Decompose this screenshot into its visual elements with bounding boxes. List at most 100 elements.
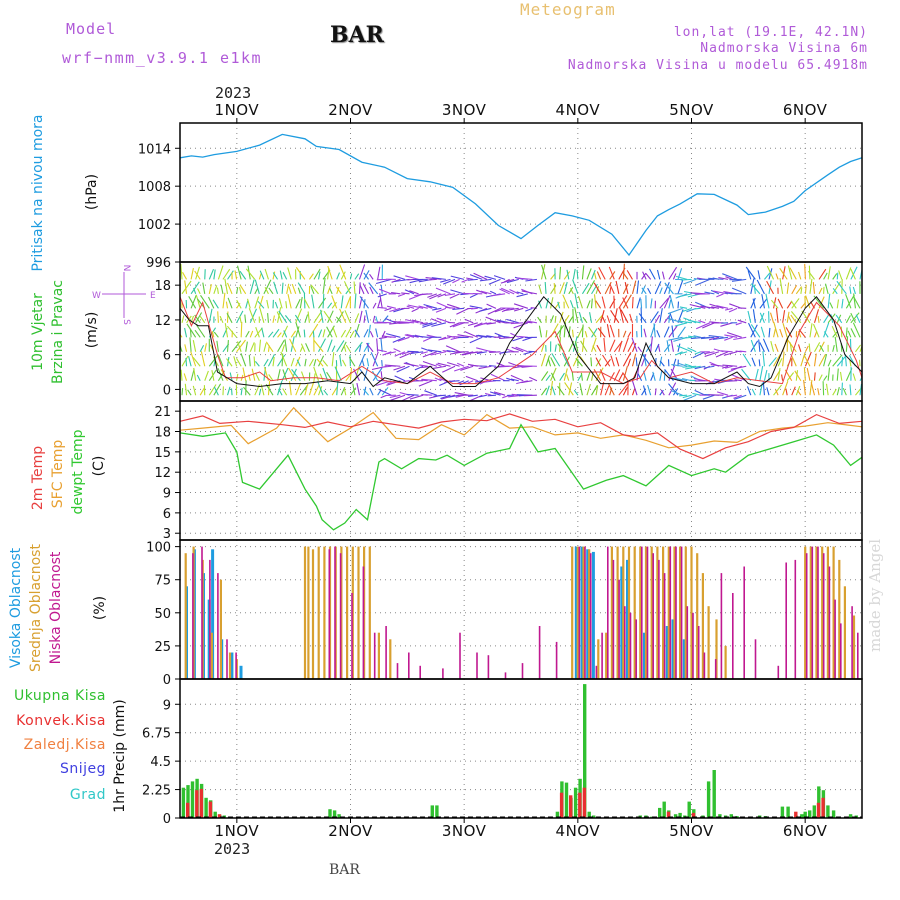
- wind-arrow: [734, 379, 742, 382]
- wind-arrows: [180, 263, 862, 401]
- wind-arrow: [642, 271, 647, 280]
- wind-arrow: [313, 268, 321, 280]
- cloud-bar-2: [601, 632, 603, 679]
- wind-arrow: [323, 389, 329, 396]
- wind-arrow: [845, 267, 852, 280]
- wind-arrow: [803, 354, 811, 367]
- wind-arrow: [669, 294, 674, 309]
- wind-arrow: [559, 282, 565, 295]
- wind-arrow: [187, 389, 192, 396]
- wind-arrow: [231, 340, 242, 353]
- cloud-bar-2: [794, 559, 797, 679]
- app-title: Meteogram: [520, 0, 616, 19]
- cloud-bar-1: [303, 546, 307, 679]
- wind-arrow: [354, 293, 357, 309]
- wind-arrow: [378, 336, 387, 340]
- wind-arrow: [773, 297, 777, 309]
- wind-arrow: [329, 288, 333, 295]
- wind-arrow: [363, 315, 366, 323]
- cloud-bar-1: [311, 549, 315, 679]
- y-tick-label: 996: [146, 256, 171, 271]
- cloud-bar-0: [626, 559, 629, 679]
- wind-arrow: [601, 296, 606, 309]
- wind-arrow: [480, 290, 492, 295]
- top-year-label: 2023: [215, 84, 252, 102]
- wind-arrow: [385, 318, 397, 324]
- wind-arrow: [410, 351, 424, 355]
- wind-arrow: [381, 360, 383, 367]
- wind-arrow: [365, 309, 370, 323]
- wind-arrow: [813, 309, 820, 323]
- cloud-bar-2: [669, 546, 672, 679]
- wind-arrow: [331, 345, 336, 352]
- wind-arrow: [823, 314, 830, 324]
- cloud-bar-0: [682, 639, 686, 679]
- wind-arrow: [610, 355, 615, 367]
- cloud-bar-2: [828, 566, 831, 679]
- cloud-bar-2: [328, 549, 331, 679]
- wind-arrow: [317, 381, 324, 396]
- wind-arrow: [431, 322, 447, 327]
- wind-arrow: [564, 382, 574, 396]
- wind-arrow: [295, 308, 303, 324]
- wind-arrow: [226, 340, 229, 352]
- cloud-bar-2: [703, 652, 706, 679]
- wind-arrow: [704, 291, 715, 295]
- wind-arrow: [574, 293, 579, 309]
- wind-arrow: [254, 296, 260, 309]
- wind-arrow: [392, 336, 406, 343]
- wind-arrow: [283, 330, 288, 338]
- wind-axis-title-2: Brzina i Pravac: [50, 280, 66, 384]
- wind-arrow: [243, 386, 251, 396]
- wind-arrow: [695, 278, 711, 286]
- wind-arrow: [779, 328, 784, 338]
- precip-bar-1: [186, 802, 190, 818]
- wind-arrow: [310, 285, 315, 295]
- wind-arrow: [824, 283, 829, 294]
- wind-arrow: [377, 293, 387, 298]
- wind-arrow: [266, 299, 269, 309]
- wind-arrow: [786, 300, 793, 309]
- wind-arrow: [597, 327, 606, 338]
- wind-arrow: [423, 303, 437, 309]
- wind-arrow: [289, 338, 297, 353]
- cloud-bar-2: [351, 593, 353, 679]
- wind-arrow: [195, 266, 200, 280]
- wind-arrow: [823, 322, 830, 338]
- wind-arrow: [444, 293, 456, 297]
- wind-arrow: [216, 340, 219, 352]
- wind-arrow: [832, 273, 838, 280]
- wind-arrow: [236, 287, 239, 294]
- wind-arrow: [386, 351, 396, 355]
- wind-arrow: [208, 296, 215, 309]
- cloud-bar-2: [646, 546, 649, 679]
- wind-arrow: [199, 344, 205, 353]
- wind-arrow: [656, 330, 661, 338]
- wind-arrow: [445, 345, 460, 353]
- wind-arrow: [369, 330, 374, 338]
- wind-arrow: [497, 320, 506, 324]
- wind-arrow: [323, 310, 333, 324]
- wind-arrow: [327, 285, 331, 295]
- panel-frame-0: [179, 122, 863, 263]
- wind-arrow: [196, 374, 201, 381]
- wind-arrow: [606, 324, 611, 338]
- wind-arrow: [631, 388, 636, 396]
- wind-arrow: [568, 382, 573, 396]
- wind-arrow: [185, 357, 188, 367]
- wind-arrow: [853, 296, 861, 309]
- cloud-bar-2: [201, 546, 203, 679]
- wind-arrow: [192, 339, 197, 352]
- wind-arrow: [404, 334, 415, 338]
- wind-arrow: [590, 371, 594, 381]
- cloud-bar-1: [357, 546, 360, 679]
- y-tick-label: 9: [163, 487, 171, 502]
- wind-arrow: [538, 300, 542, 309]
- wind-arrow: [679, 394, 688, 397]
- wind-arrow: [498, 335, 510, 338]
- wind-arrow: [359, 295, 370, 309]
- cloud-bar-1: [210, 632, 213, 679]
- wind-arrow: [836, 386, 840, 396]
- wind-arrow: [823, 272, 828, 280]
- y-tick-label: 6: [163, 349, 171, 364]
